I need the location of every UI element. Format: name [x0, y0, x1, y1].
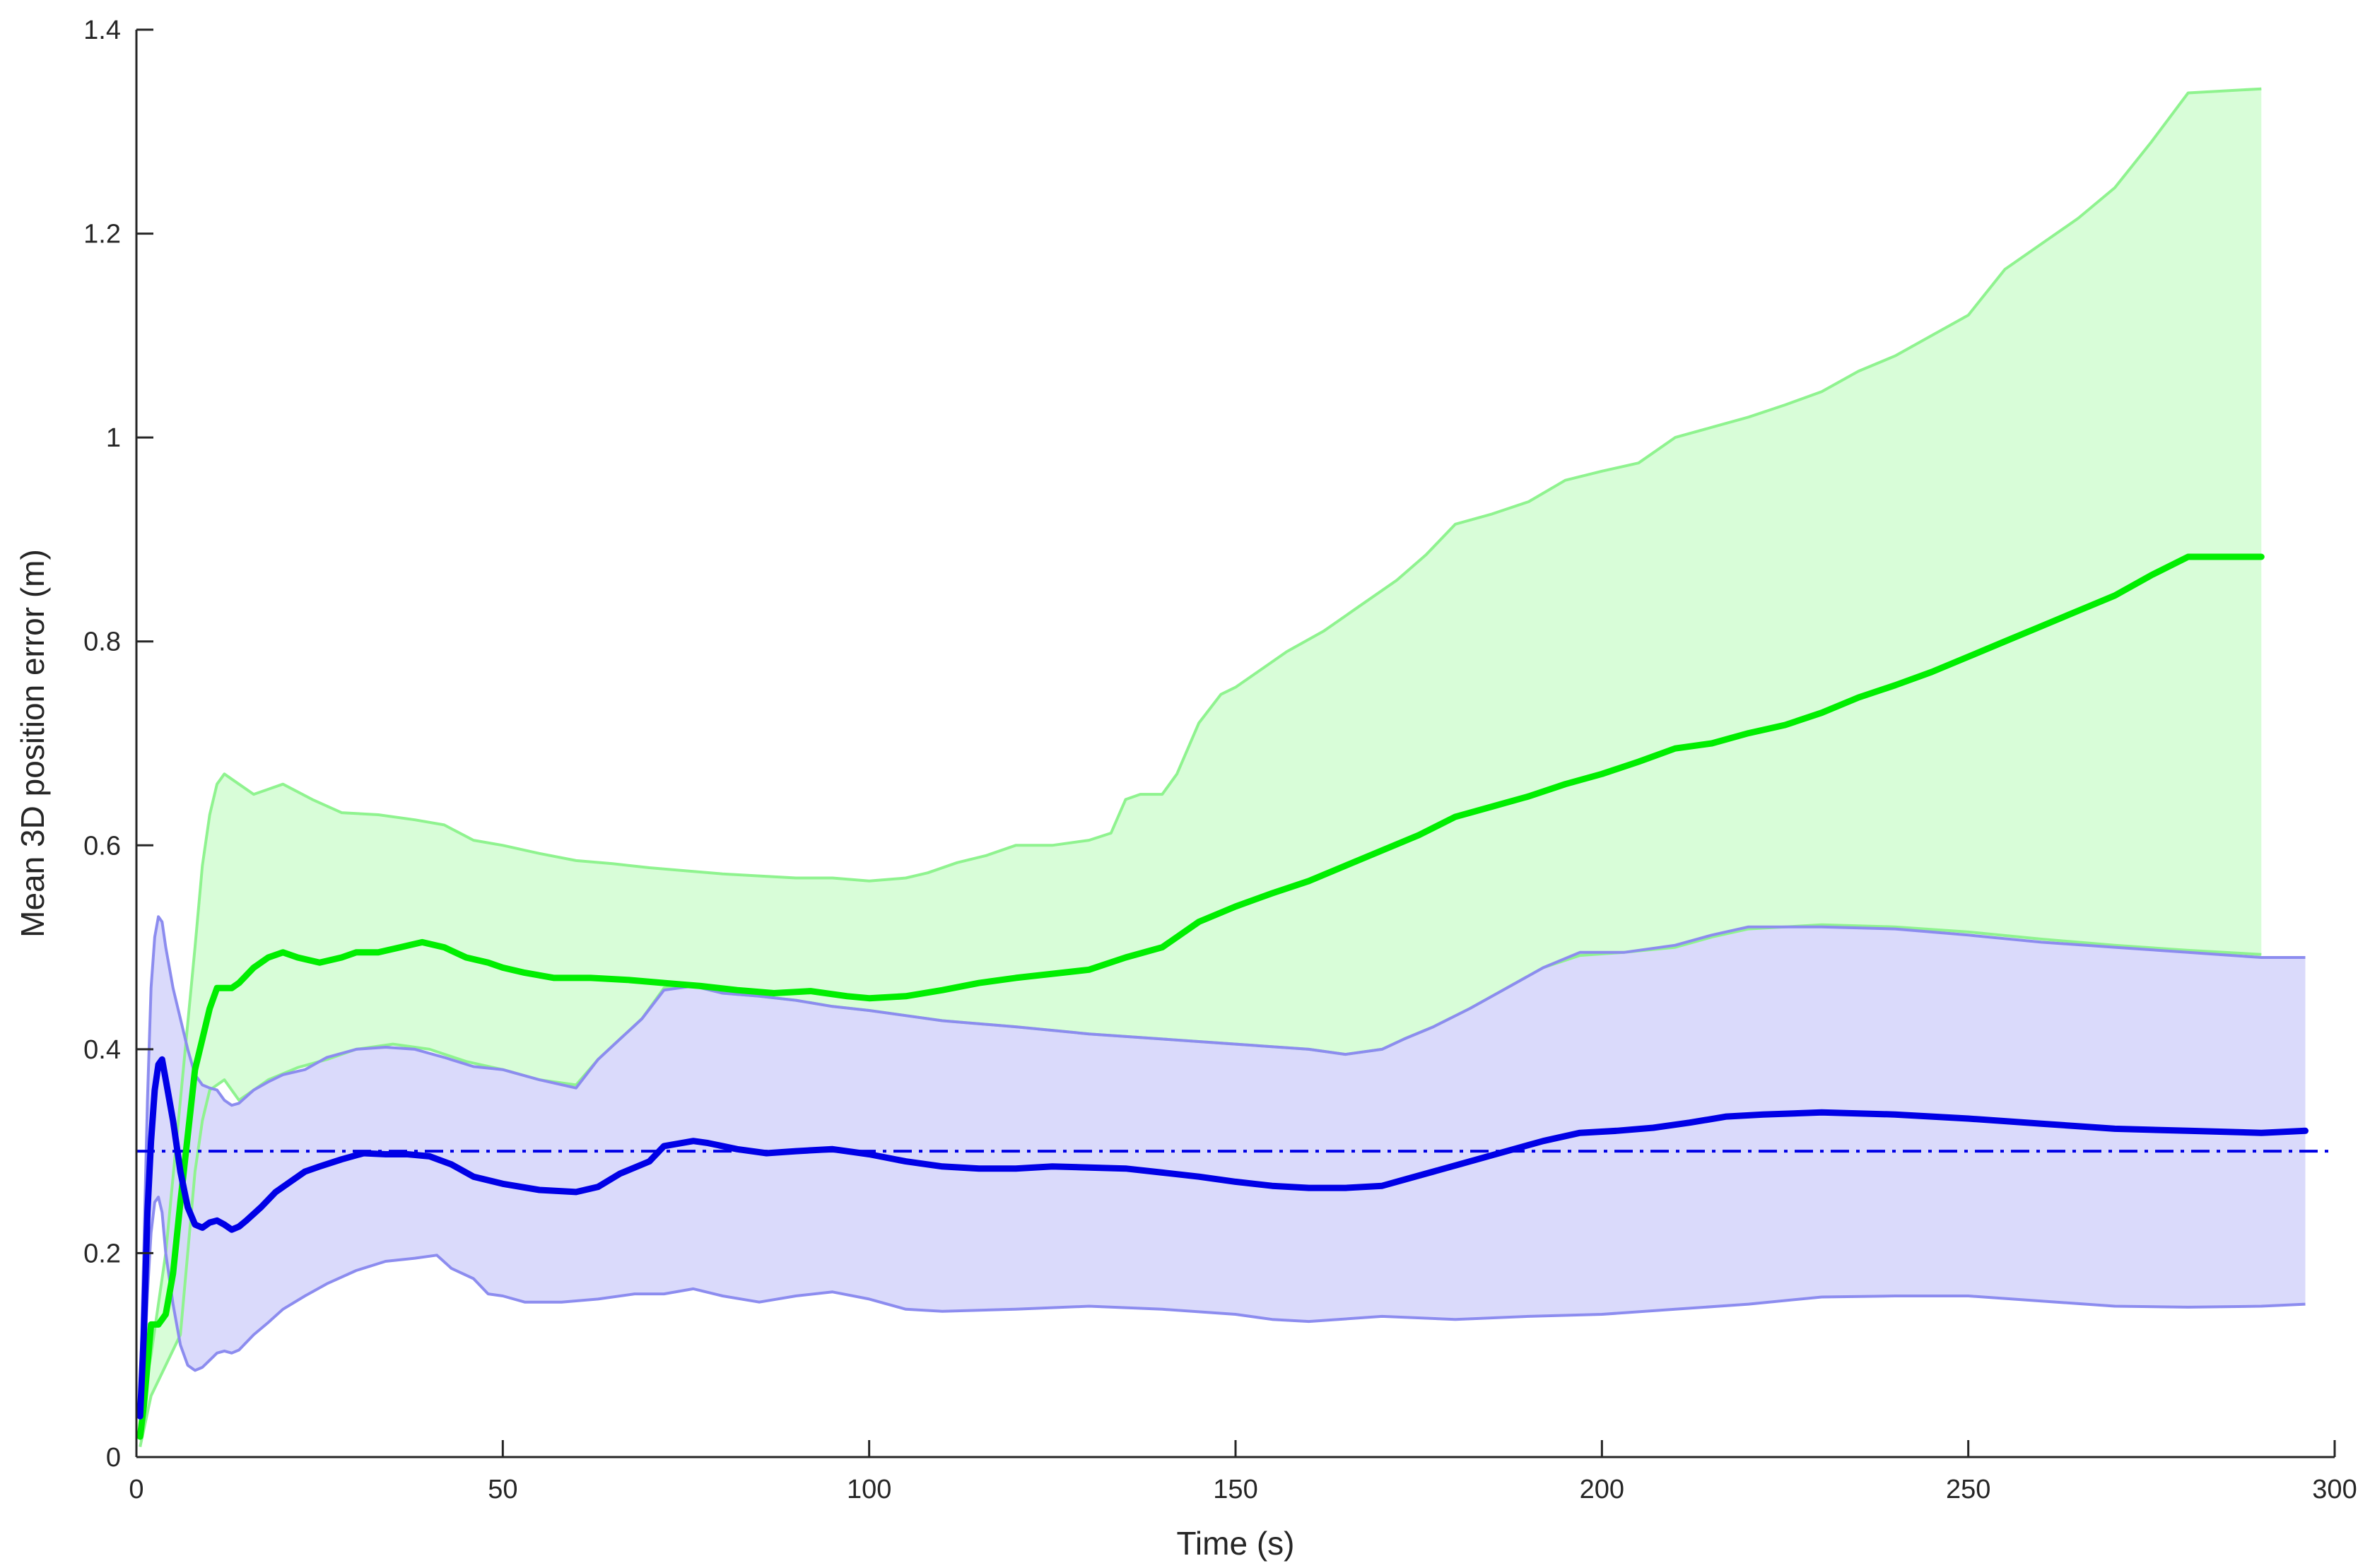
x-tick-label: 100: [847, 1475, 891, 1504]
series-1-band: [140, 88, 2262, 1447]
x-tick-label: 250: [1946, 1475, 1990, 1504]
y-tick-label: 1.4: [83, 16, 121, 45]
y-tick-label: 0.6: [83, 831, 121, 861]
mean-lines: [136, 553, 2309, 1440]
y-ticks: 0 0.2 0.4 0.6 0.8 1 1.2 1.4: [83, 16, 153, 1473]
y-tick-label: 0.8: [83, 627, 121, 657]
y-axis-title: Mean 3D position error (m): [14, 549, 51, 938]
y-tick-label: 0: [106, 1443, 121, 1473]
confidence-bands: [140, 88, 2306, 1447]
x-tick-label: 0: [129, 1475, 143, 1504]
x-tick-label: 50: [488, 1475, 517, 1504]
x-tick-label: 300: [2312, 1475, 2357, 1504]
y-tick-label: 1: [106, 423, 121, 453]
y-tick-label: 1.2: [83, 220, 121, 249]
x-axis-title: Time (s): [1177, 1525, 1295, 1562]
series-2-mean-line: [136, 1056, 2309, 1420]
series-1-upper-edge: [139, 87, 2262, 1417]
series-1-mean-line: [136, 553, 2265, 1440]
x-tick-label: 200: [1580, 1475, 1624, 1504]
y-tick-label: 0.4: [83, 1035, 121, 1065]
y-tick-label: 0.2: [83, 1239, 121, 1268]
x-tick-label: 150: [1213, 1475, 1257, 1504]
series-2-lower-edge: [139, 1196, 2306, 1437]
x-ticks: 0 50 100 150 200 250 300: [129, 1440, 2357, 1504]
series-2-band: [140, 916, 2306, 1437]
